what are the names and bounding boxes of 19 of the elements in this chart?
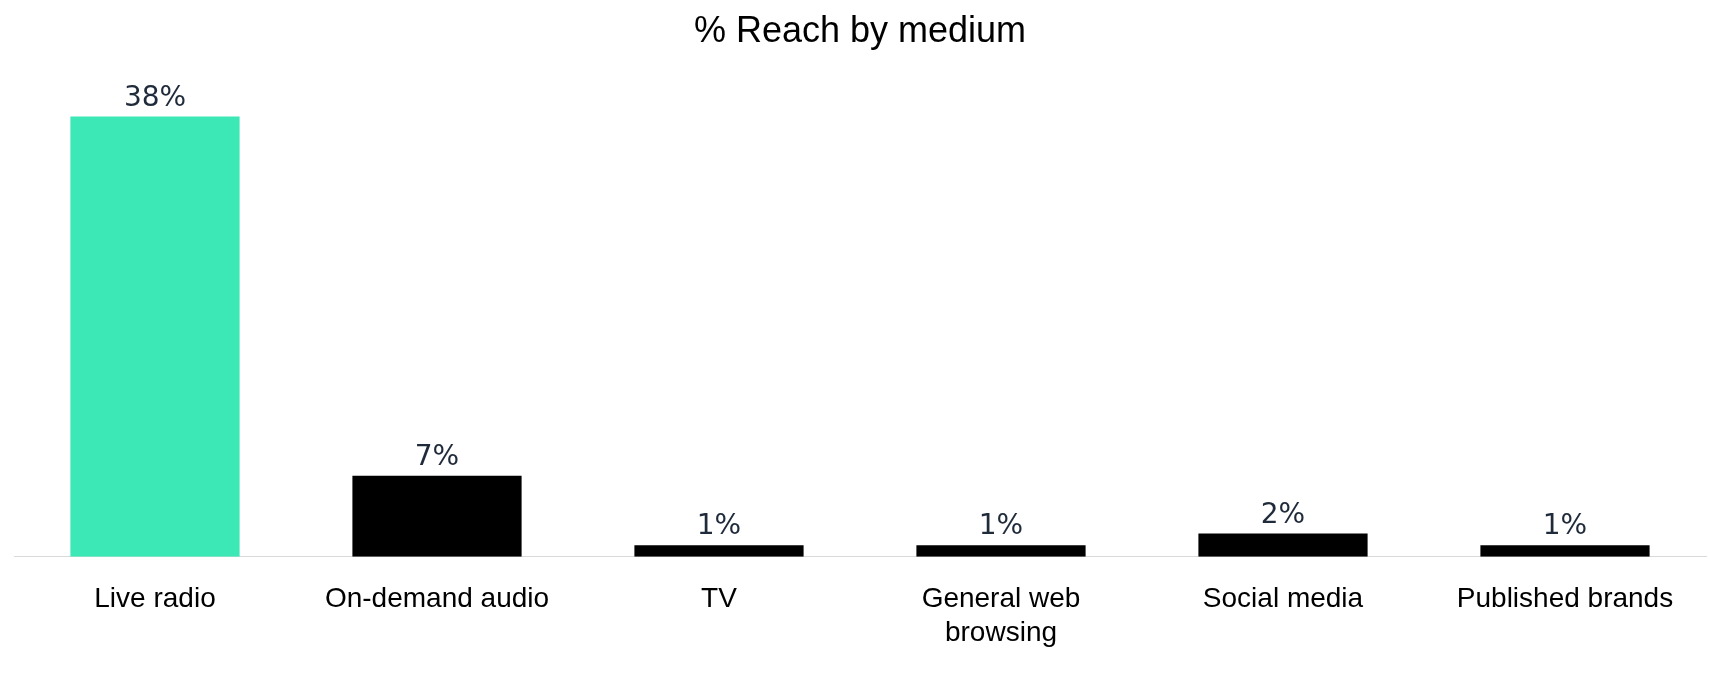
bar	[1198, 533, 1368, 557]
data-label: 1%	[978, 508, 1024, 542]
x-tick-label: Live radio	[94, 582, 216, 614]
x-tick-label: Social media	[1202, 582, 1364, 614]
data-label: 7%	[414, 438, 460, 472]
bar	[1480, 545, 1650, 557]
x-tick-label: General web browsing	[921, 582, 1081, 647]
data-label: 1%	[1542, 508, 1588, 542]
bar	[70, 116, 240, 557]
data-label: 1%	[696, 508, 742, 542]
x-tick-label: TV	[701, 582, 738, 614]
chart-title: % Reach by medium	[693, 8, 1027, 50]
x-tick-label: On-demand audio	[324, 582, 550, 614]
data-label: 38%	[123, 79, 187, 113]
bar	[634, 545, 804, 557]
x-tick-label: Published brands	[1456, 582, 1674, 614]
bar	[352, 475, 522, 557]
data-label: 2%	[1260, 496, 1306, 530]
bar	[916, 545, 1086, 557]
